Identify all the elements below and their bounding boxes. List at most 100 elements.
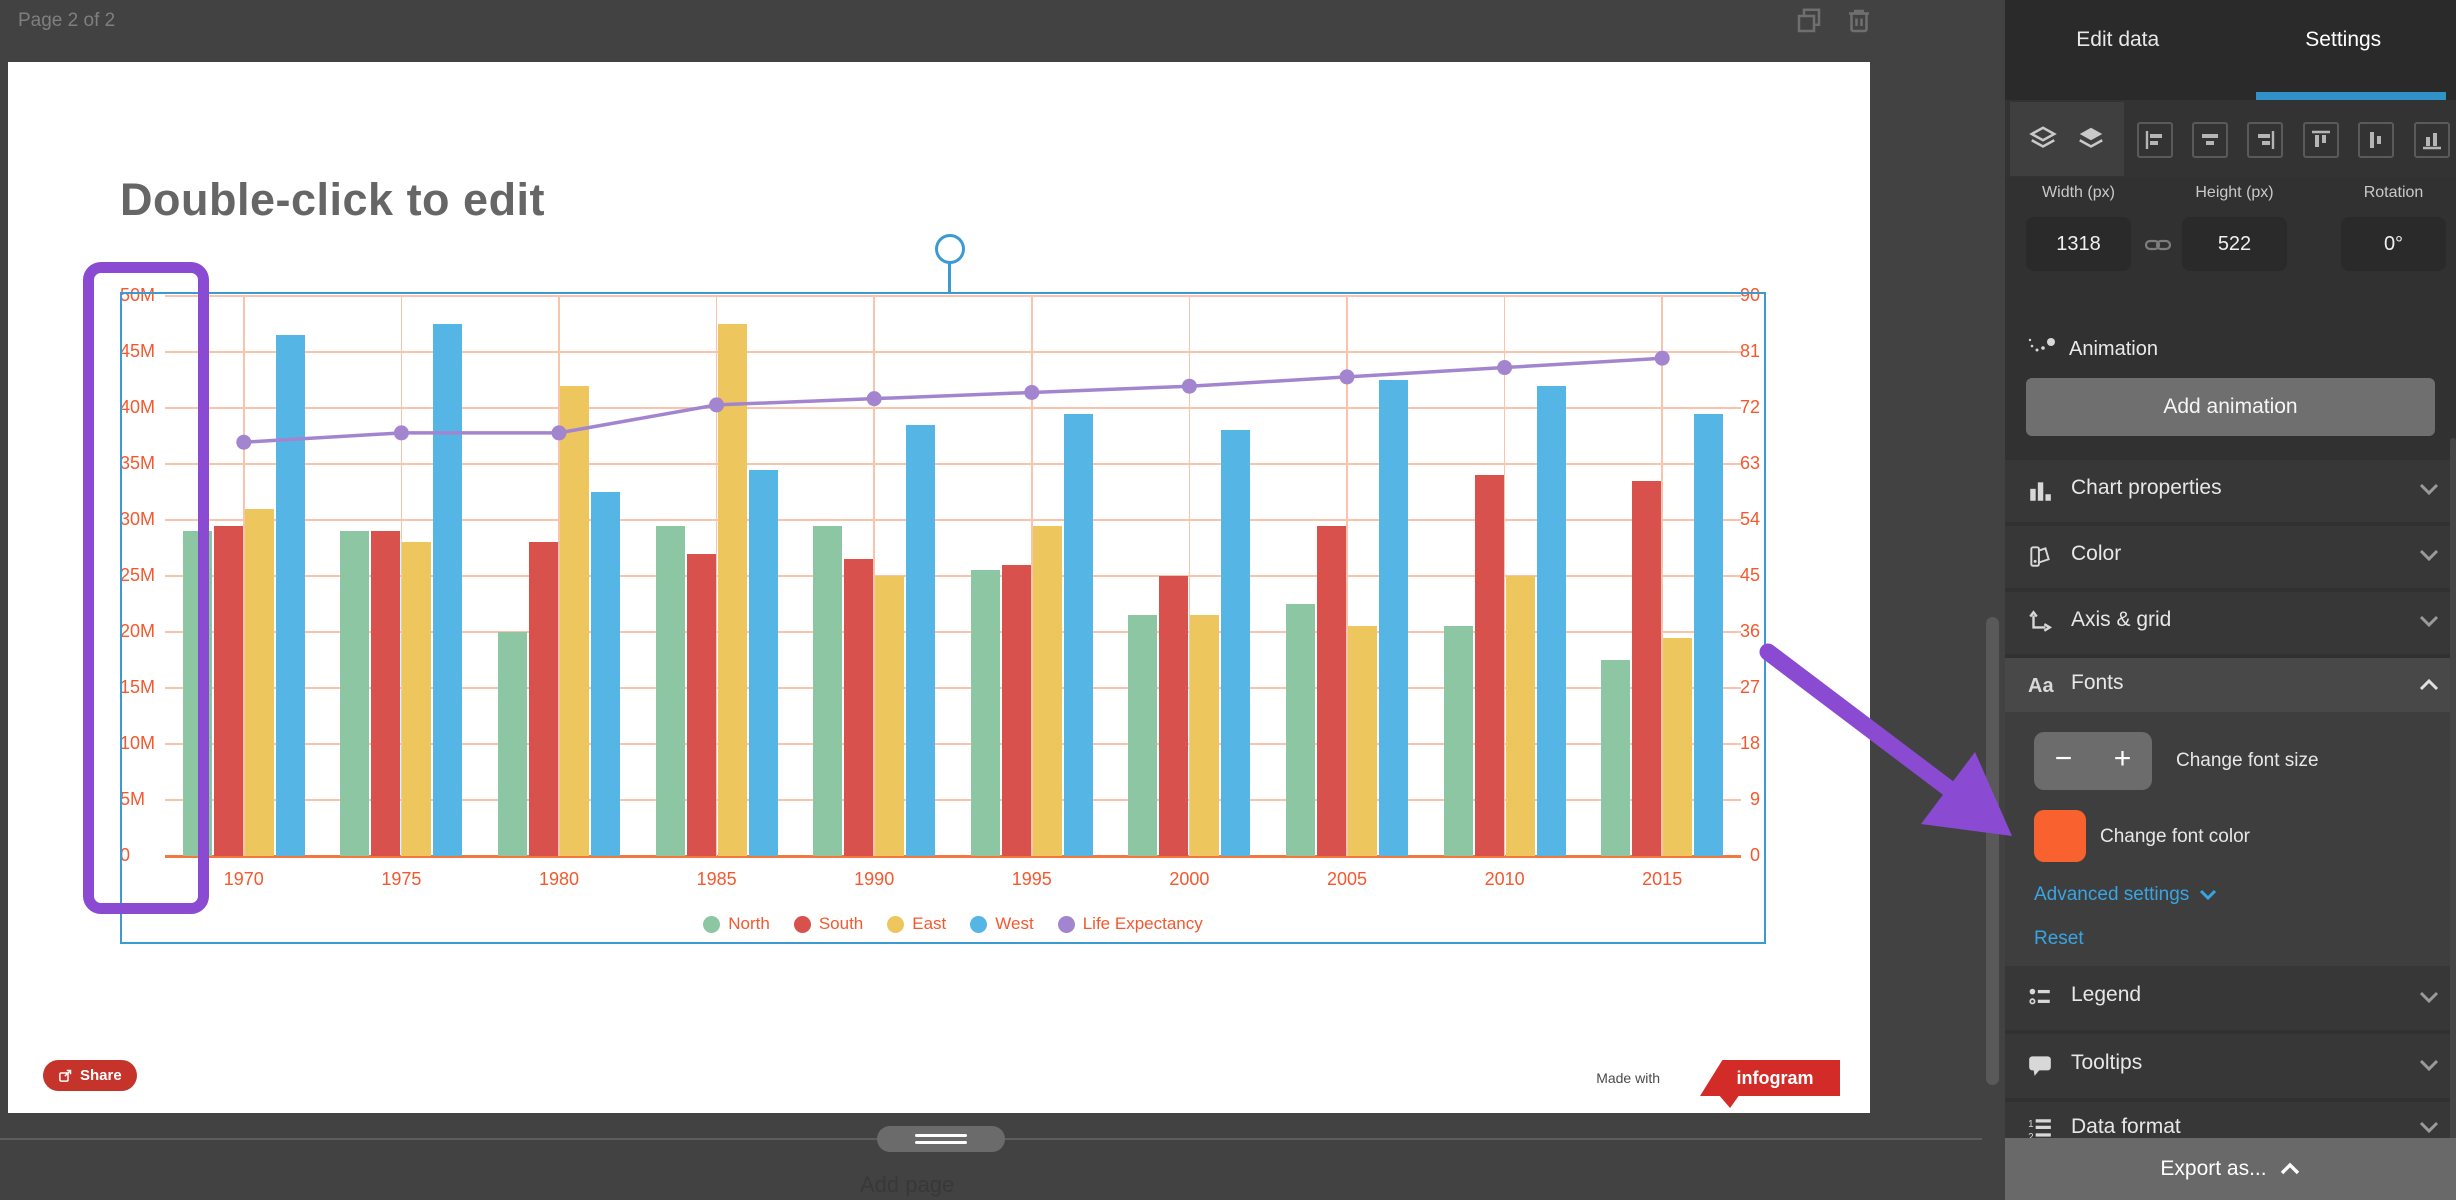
gridline-horizontal (165, 799, 1741, 801)
font-size-increase-button[interactable]: + (2113, 742, 2132, 775)
y-axis-tick-left: 0 (120, 845, 131, 865)
legend-label: North (728, 914, 770, 933)
bar-west (591, 492, 620, 856)
chart-title[interactable]: Double-click to edit (120, 174, 546, 225)
gridline-vertical (873, 296, 875, 856)
advanced-settings-link[interactable]: Advanced settings (2034, 884, 2217, 906)
gridline-vertical (1188, 296, 1191, 856)
section-chart-properties[interactable]: Chart properties (2005, 460, 2456, 522)
animation-icon (2027, 336, 2057, 367)
legend-item[interactable]: Life Expectancy (1057, 914, 1203, 934)
gridline-horizontal (165, 575, 1741, 577)
gridline-horizontal (165, 463, 1741, 465)
bar-west (748, 469, 778, 856)
align-bottom-button[interactable] (2414, 122, 2450, 158)
section-tooltips[interactable]: Tooltips (2005, 1034, 2456, 1098)
width-input[interactable]: 1318 (2026, 217, 2131, 271)
page-resize-handle[interactable] (877, 1126, 1005, 1152)
editor-scrollbar[interactable] (1986, 617, 1999, 1085)
bar-west (1694, 413, 1724, 856)
lock-aspect-ratio-toggle[interactable] (2144, 237, 2172, 258)
x-axis-tick: 1990 (854, 869, 895, 889)
font-color-swatch[interactable] (2034, 810, 2086, 862)
share-button[interactable]: Share (43, 1060, 137, 1091)
bar-west (433, 324, 463, 856)
arrange-toolbar (2005, 100, 2456, 178)
gridline-vertical (1503, 296, 1506, 856)
rotation-handle[interactable] (935, 234, 965, 264)
bar-west (275, 335, 305, 856)
y-axis-tick-right: 36 (1739, 621, 1760, 641)
align-center-horizontal-icon (2202, 134, 2218, 145)
align-middle-vertical-button[interactable] (2358, 122, 2394, 158)
legend-swatch (970, 915, 988, 933)
bar-east (1663, 637, 1693, 856)
send-backward-icon[interactable] (2028, 124, 2058, 154)
chart-properties-icon (2027, 478, 2053, 509)
height-input[interactable]: 522 (2182, 217, 2287, 271)
align-right-icon (2258, 131, 2275, 149)
bar-south (1159, 576, 1189, 856)
gridline-vertical (715, 296, 718, 856)
align-top-button[interactable] (2303, 122, 2339, 158)
y-axis-tick-right: 18 (1739, 733, 1760, 753)
gridline-horizontal (165, 687, 1741, 689)
legend-icon (2027, 984, 2053, 1015)
project-canvas[interactable]: Double-click to edit 0 5M 10M 15M 20M 25M 30M 3… (8, 62, 1870, 1113)
legend-swatch (887, 915, 905, 933)
panel-scrollbar[interactable] (2450, 438, 2456, 1140)
y-axis-tick-left: 50M (120, 285, 156, 305)
bar-east (1505, 576, 1535, 856)
layer-order-group (2010, 102, 2124, 176)
add-page-button[interactable]: Add page (860, 1172, 955, 1197)
section-legend[interactable]: Legend (2005, 966, 2456, 1030)
bar-north (1128, 615, 1158, 856)
x-axis-tick: 2015 (1642, 869, 1683, 889)
tab-settings[interactable]: Settings (2305, 28, 2382, 51)
align-center-horizontal-button[interactable] (2192, 122, 2228, 158)
gridline-horizontal (165, 631, 1741, 633)
x-axis-tick: 1975 (381, 869, 422, 889)
add-animation-button[interactable]: Add animation (2026, 378, 2435, 436)
section-color[interactable]: Color (2005, 526, 2456, 588)
section-axis-grid[interactable]: Axis & grid (2005, 592, 2456, 654)
legend-item[interactable]: East (887, 914, 946, 934)
chevron-down-icon (2418, 990, 2440, 1009)
rotation-input[interactable]: 0° (2341, 217, 2446, 271)
bar-north (498, 632, 527, 856)
legend-swatch (793, 915, 811, 933)
align-right-button[interactable] (2247, 122, 2283, 158)
fonts-icon: Aa (2027, 672, 2057, 703)
bar-south (1317, 525, 1346, 856)
legend-item[interactable]: South (793, 914, 863, 934)
share-icon (59, 1069, 72, 1082)
section-fonts[interactable]: Aa Fonts (2005, 658, 2456, 712)
legend-item[interactable]: North (703, 914, 770, 934)
legend-item[interactable]: West (970, 914, 1034, 934)
infogram-badge[interactable]: infogram (1700, 1060, 1840, 1096)
gridline-vertical (558, 296, 560, 856)
width-label: Width (px) (2042, 184, 2115, 201)
align-left-button[interactable] (2137, 122, 2173, 158)
font-size-decrease-button[interactable]: − (2054, 742, 2073, 775)
gridline-vertical (1031, 296, 1033, 856)
font-size-stepper[interactable]: − + (2034, 732, 2152, 790)
change-font-size-label: Change font size (2176, 750, 2319, 771)
align-top-icon (2312, 130, 2330, 147)
chevron-down-icon (2200, 889, 2217, 901)
bar-west (1379, 380, 1408, 856)
export-as-button[interactable]: Export as... (2005, 1138, 2456, 1200)
y-axis-tick-left: 15M (120, 677, 156, 697)
bar-south (1474, 475, 1504, 856)
svg-text:Aa: Aa (2028, 675, 2054, 697)
tab-edit-data[interactable]: Edit data (2076, 28, 2160, 51)
delete-page-button[interactable] (1844, 6, 1874, 41)
chart-plot-area[interactable]: 0 5M 10M 15M 20M 25M 30M 35M 40M 45M 50M 0 9 18 27 36 45… (120, 285, 1760, 933)
bar-south (844, 559, 874, 856)
reset-link[interactable]: Reset (2034, 928, 2084, 949)
bring-forward-icon[interactable] (2076, 124, 2106, 154)
duplicate-page-button[interactable] (1794, 6, 1824, 41)
bar-south (213, 525, 243, 856)
bar-west (1221, 430, 1251, 856)
rotation-handle-stem (948, 262, 951, 294)
